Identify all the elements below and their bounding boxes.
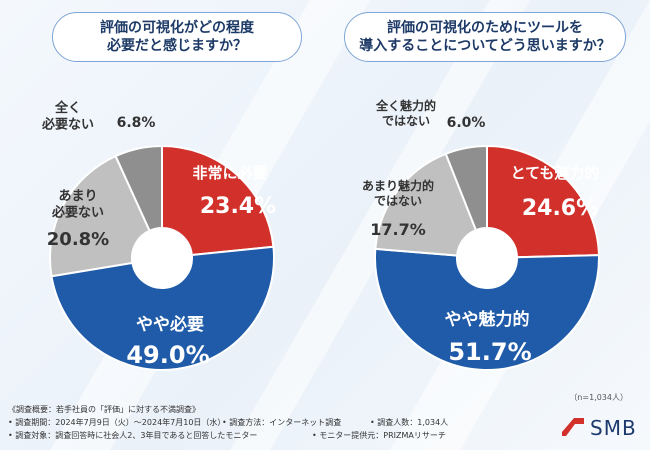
- question-left: 評価の可視化がどの程度 必要だと感じますか？: [52, 12, 302, 62]
- footer-period: • 調査期間：2024年7月9日（火）〜2024年7月10日（水）: [8, 418, 226, 427]
- slice-value-right-2: 17.7%: [370, 220, 426, 239]
- slice-label-left-3: 全く必要ない: [41, 100, 94, 132]
- footer-title: 《調査概要：若手社員の「評価」に対する不満調査》: [8, 405, 200, 414]
- smb-logo-mark-icon: [562, 418, 584, 436]
- slice-label-left-0: 非常に必要: [192, 164, 267, 182]
- slice-label-right-1: やや魅力的: [445, 309, 530, 330]
- question-left-text: 評価の可視化がどの程度 必要だと感じますか？: [100, 20, 254, 54]
- footer-method: • 調査方法：インターネット調査: [222, 418, 342, 427]
- slice-label-right-2: あまり魅力的ではない: [362, 178, 434, 208]
- question-right: 評価の可視化のためにツールを 導入することについてどう思いますか？: [344, 12, 626, 62]
- slice-label-right-3: 全く魅力的ではない: [375, 98, 436, 128]
- slice-label-right-0: とても魅力的: [511, 164, 600, 182]
- slice-value-left-0: 23.4%: [200, 194, 276, 219]
- slice-value-left-3: 6.8%: [117, 115, 156, 131]
- donut-hole-right: [457, 228, 517, 288]
- smb-logo-text: SMB: [590, 416, 637, 440]
- footer-subject: • 調査対象：調査回答時に社会人2、3年目であると回答したモニター: [8, 431, 258, 440]
- slice-value-right-0: 24.6%: [522, 196, 598, 221]
- slice-label-left-1: やや必要: [136, 314, 204, 335]
- slice-value-left-2: 20.8%: [47, 229, 109, 250]
- slice-value-right-1: 51.7%: [448, 338, 531, 366]
- donut-hole-left: [132, 228, 192, 288]
- footer-count: • 調査人数：1,034人: [370, 418, 449, 427]
- slice-value-right-3: 6.0%: [447, 115, 486, 131]
- question-right-text: 評価の可視化のためにツールを 導入することについてどう思いますか？: [359, 20, 611, 54]
- sample-size-note: （n=1,034人）: [569, 393, 628, 402]
- footer-provider: • モニター提供元：PRIZMAリサーチ: [312, 431, 446, 440]
- slice-label-left-2: あまり必要ない: [51, 189, 104, 220]
- smb-logo: SMB: [560, 412, 640, 442]
- slice-value-left-1: 49.0%: [126, 341, 209, 369]
